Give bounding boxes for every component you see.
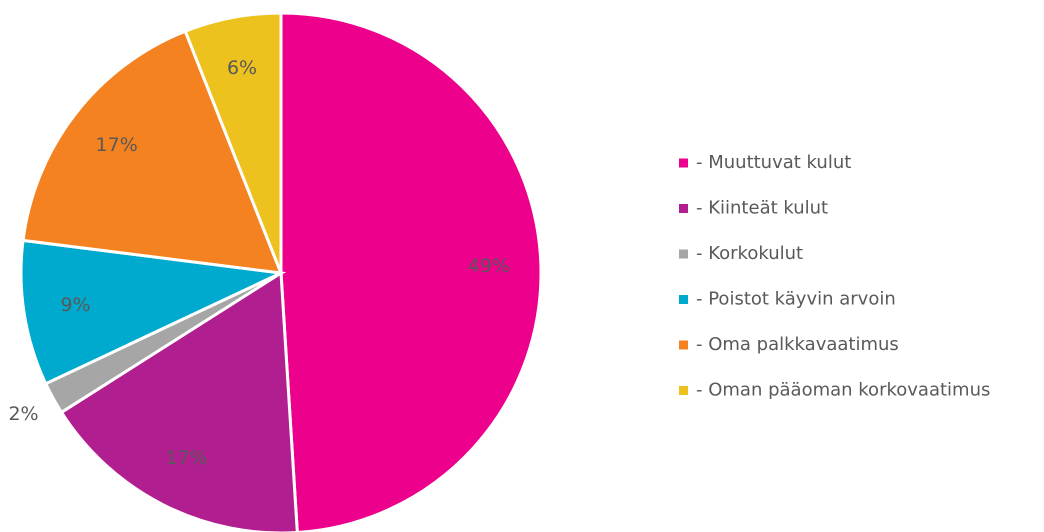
pie-slice <box>19 238 287 386</box>
pie-slice <box>279 11 543 532</box>
legend-swatch <box>679 295 688 304</box>
legend-label: - Oman pääoman korkovaatimus <box>696 380 990 401</box>
data-label: 17% <box>165 447 207 469</box>
legend-swatch <box>679 386 688 395</box>
legend-swatch <box>679 158 688 168</box>
legend-swatch <box>679 249 688 259</box>
legend-label: - Muuttuvat kulut <box>696 152 851 173</box>
legend-label: - Kiinteät kulut <box>696 198 828 219</box>
pie-slice <box>21 29 284 275</box>
legend-swatch <box>679 340 688 350</box>
data-label: 9% <box>60 294 90 316</box>
data-label: 17% <box>96 134 138 156</box>
legend-label: - Poistot käyvin arvoin <box>696 289 896 310</box>
pie-slice <box>183 11 283 274</box>
pie-slice <box>59 270 299 532</box>
legend-label: - Korkokulut <box>696 243 803 264</box>
data-label: 2% <box>8 403 38 425</box>
legend-label: - Oma palkkavaatimus <box>696 334 899 355</box>
legend-swatch <box>679 204 688 213</box>
data-label: 6% <box>227 57 257 79</box>
data-label: 49% <box>468 255 510 277</box>
